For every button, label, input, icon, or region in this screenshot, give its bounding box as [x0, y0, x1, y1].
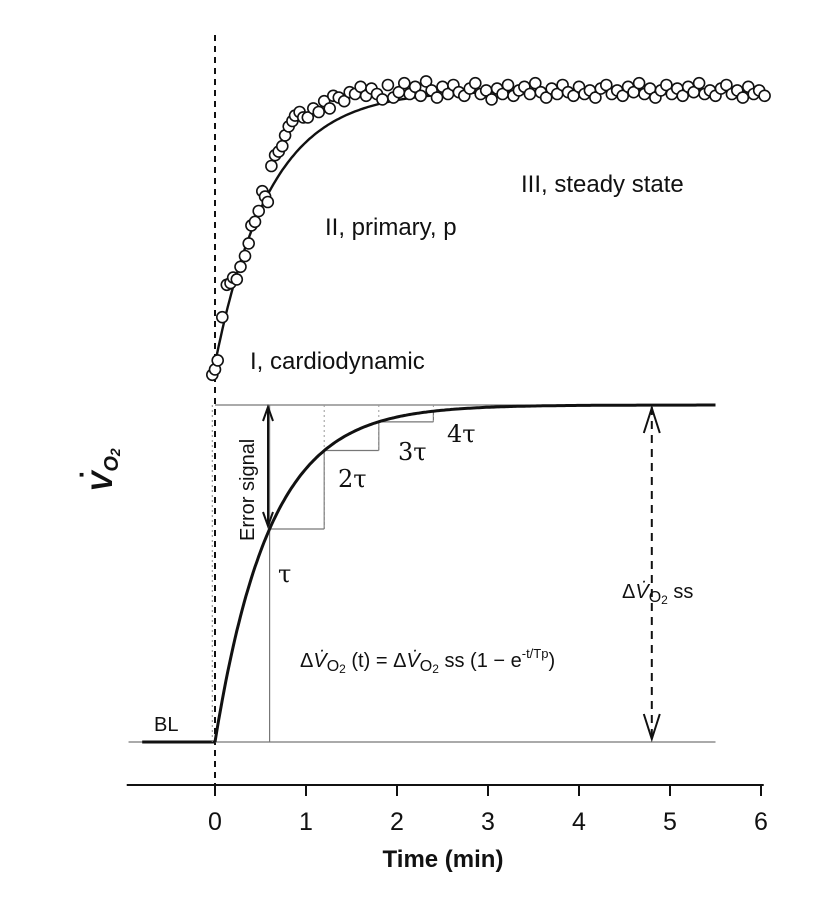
error-signal-arrowhead-up	[262, 404, 274, 422]
data-point-111	[758, 89, 771, 103]
data-point-93	[660, 78, 673, 92]
data-point-29	[312, 105, 326, 119]
data-point-71	[539, 91, 553, 104]
amplitude-arrowhead-up	[642, 404, 661, 434]
x-tick-label-6: 6	[754, 808, 768, 836]
data-point-7	[230, 273, 244, 286]
tau-4-label: 4τ	[447, 420, 476, 448]
tau-2-label: 2τ	[338, 465, 367, 493]
data-point-61	[485, 93, 498, 106]
data-point-49	[419, 75, 433, 88]
x-tick-label-3: 3	[481, 808, 495, 836]
tau-1-label: τ	[278, 560, 291, 588]
tau-3-label: 3τ	[398, 438, 427, 466]
data-point-68	[523, 87, 537, 101]
data-point-82	[599, 78, 613, 92]
fit-curve	[213, 89, 765, 365]
amplitude-label: ΔV̇O2 ss	[622, 581, 693, 607]
phase-2-label: II, primary, p	[325, 214, 457, 241]
model-equation: ΔV̇O2 (t) = ΔV̇O2 ss (1 − e-t/Tp)	[300, 646, 555, 676]
data-point-85	[616, 89, 630, 103]
error-signal-arrowhead-down	[262, 511, 274, 529]
data-point-64	[501, 78, 515, 92]
data-point-41	[376, 93, 389, 106]
data-point-80	[589, 91, 602, 104]
data-point-17	[265, 159, 278, 173]
amplitude-arrowhead-down	[642, 713, 661, 743]
data-point-2	[211, 354, 224, 367]
baseline-label: BL	[154, 714, 178, 736]
data-point-69	[528, 76, 542, 90]
data-point-31	[323, 102, 337, 115]
x-tick-label-4: 4	[572, 808, 586, 836]
svg-text:·: ·	[66, 470, 96, 479]
y-axis-label: VO2 ·	[66, 448, 123, 492]
data-point-10	[242, 237, 255, 250]
data-point-12	[248, 215, 262, 229]
data-point-88	[632, 76, 646, 90]
data-point-42	[381, 78, 395, 92]
x-tick-label-1: 1	[299, 808, 313, 836]
error-signal-label: Error signal	[237, 439, 259, 541]
data-point-27	[301, 111, 315, 124]
data-point-99	[692, 76, 706, 90]
x-tick-label-2: 2	[390, 808, 404, 836]
x-tick-label-5: 5	[663, 808, 677, 836]
data-point-47	[408, 80, 422, 94]
data-point-8	[234, 260, 247, 274]
model-curve	[213, 403, 716, 743]
data-point-107	[736, 91, 750, 104]
data-point-96	[676, 89, 690, 103]
data-point-9	[238, 249, 252, 263]
chart-data-layer: 0 1 2 3 4 5 6	[126, 35, 771, 836]
phase-1-label: I, cardiodynamic	[250, 348, 425, 375]
data-point-16	[261, 195, 275, 209]
data-point-34	[337, 94, 351, 108]
phase-3-label: III, steady state	[521, 171, 684, 198]
data-point-3	[216, 310, 229, 324]
x-axis-label: Time (min)	[383, 846, 504, 873]
data-point-104	[720, 78, 733, 92]
x-tick-label-0: 0	[208, 808, 222, 836]
data-point-58	[468, 76, 482, 90]
data-point-13	[252, 204, 266, 218]
data-point-20	[275, 139, 289, 153]
data-point-48	[414, 89, 428, 103]
data-point-51	[430, 91, 444, 104]
data-point-45	[397, 76, 411, 90]
